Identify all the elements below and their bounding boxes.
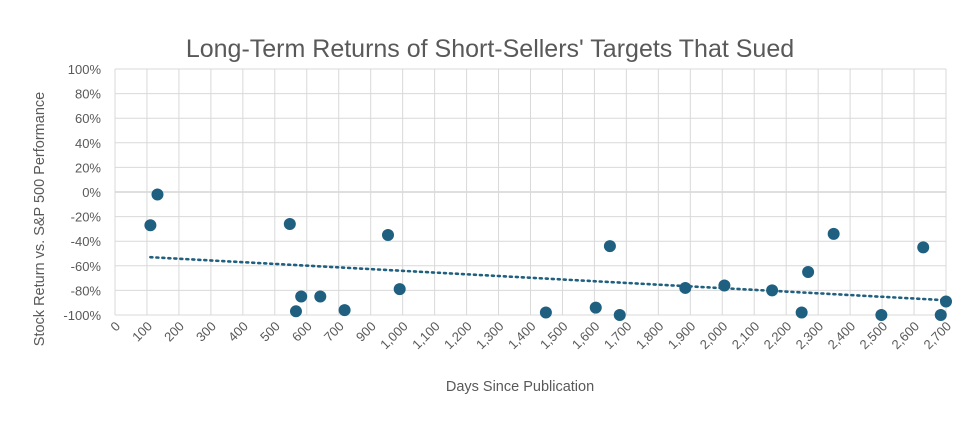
data-point	[875, 309, 888, 321]
data-point	[314, 290, 327, 303]
x-tick-label: 2,000	[697, 319, 731, 353]
data-point	[144, 219, 157, 232]
x-tick-label: 1,000	[377, 319, 411, 353]
y-tick-label: 0%	[82, 185, 101, 200]
data-point	[603, 240, 616, 253]
x-tick-label: 1,900	[665, 319, 699, 353]
x-tick-label: 2,600	[889, 319, 923, 353]
x-tick-label: 200	[161, 319, 187, 345]
x-tick-label: 900	[353, 319, 379, 345]
data-point	[679, 281, 692, 294]
y-tick-label: -40%	[71, 234, 102, 249]
data-point	[589, 301, 602, 314]
x-tick-label: 300	[193, 319, 219, 345]
data-point	[795, 306, 808, 319]
x-tick-label: 100	[129, 319, 155, 345]
y-axis-ticks: 100% 80% 60% 40% 20% 0% -20% -40% -60% -80% -100%	[63, 62, 101, 323]
y-axis-label: Stock Return vs. S&P 500 Performance	[32, 92, 48, 346]
data-points	[144, 188, 952, 321]
x-tick-label: 500	[257, 319, 283, 345]
data-point	[766, 284, 779, 297]
x-axis-ticks: 0 100 200 300 400 500 600 700 9001,0001,1001,200…	[107, 319, 954, 353]
x-tick-label: 1,400	[505, 319, 539, 353]
x-tick-label: 400	[225, 319, 251, 345]
x-tick-label: 2,100	[729, 319, 763, 353]
data-point	[934, 309, 947, 321]
data-point	[381, 229, 394, 242]
chart-title: Long-Term Returns of Short-Sellers' Targ…	[186, 35, 794, 63]
x-tick-label: 2,700	[921, 319, 955, 353]
y-tick-label: 100%	[68, 62, 102, 77]
x-tick-label: 1,700	[601, 319, 635, 353]
data-point	[151, 188, 164, 201]
x-tick-label: 2,300	[793, 319, 827, 353]
data-point	[940, 295, 952, 308]
data-point	[539, 306, 552, 319]
grid	[114, 68, 947, 316]
y-tick-label: -60%	[71, 259, 102, 274]
y-tick-label: -20%	[71, 210, 102, 225]
data-point	[802, 265, 815, 278]
x-tick-label: 1,500	[537, 319, 571, 353]
y-tick-label: 40%	[75, 136, 101, 151]
trendline	[149, 255, 948, 302]
x-tick-label: 600	[289, 319, 315, 345]
y-tick-label: -100%	[63, 308, 101, 323]
x-tick-label: 0	[107, 319, 123, 335]
x-tick-label: 1,800	[633, 319, 667, 353]
data-point	[295, 290, 308, 303]
x-tick-label: 700	[321, 319, 347, 345]
y-tick-label: 20%	[75, 160, 101, 175]
y-tick-label: -80%	[71, 283, 102, 298]
data-point	[613, 309, 626, 321]
x-tick-label: 2,200	[761, 319, 795, 353]
data-point	[289, 305, 302, 318]
data-point	[393, 283, 406, 296]
x-tick-label: 1,200	[441, 319, 475, 353]
data-point	[338, 304, 351, 317]
data-point	[283, 217, 296, 230]
x-tick-label: 1,100	[409, 319, 443, 353]
data-point	[917, 241, 930, 254]
y-tick-label: 60%	[75, 111, 101, 126]
x-tick-label: 1,300	[473, 319, 507, 353]
y-tick-label: 80%	[75, 87, 101, 102]
data-point	[827, 227, 840, 240]
x-axis-label: Days Since Publication	[446, 379, 594, 395]
x-tick-label: 2,500	[857, 319, 891, 353]
data-point	[718, 279, 731, 292]
x-tick-label: 1,600	[569, 319, 603, 353]
x-tick-label: 2,400	[825, 319, 859, 353]
